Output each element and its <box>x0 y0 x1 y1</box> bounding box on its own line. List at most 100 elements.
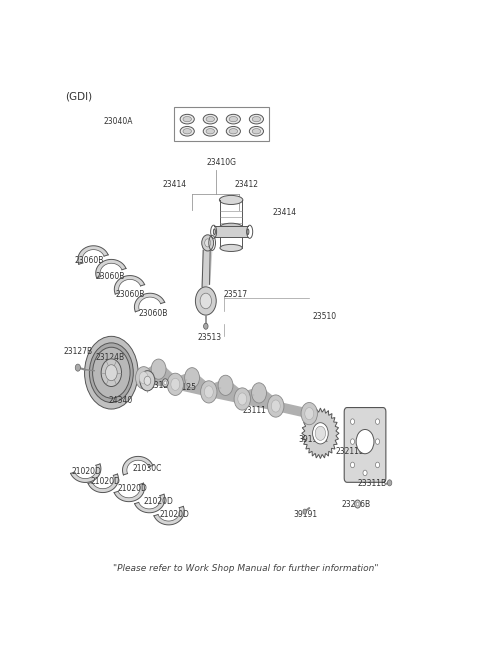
Ellipse shape <box>206 129 215 134</box>
Polygon shape <box>202 243 212 287</box>
Text: 23410G: 23410G <box>207 157 237 167</box>
Text: 23226B: 23226B <box>342 499 371 508</box>
Circle shape <box>185 367 200 388</box>
Polygon shape <box>96 259 126 278</box>
Ellipse shape <box>249 114 264 124</box>
Polygon shape <box>78 246 108 264</box>
Ellipse shape <box>229 117 238 122</box>
Ellipse shape <box>183 117 192 122</box>
Ellipse shape <box>219 223 243 232</box>
Text: 21020D: 21020D <box>160 510 190 519</box>
Circle shape <box>171 379 180 390</box>
Text: 23127B: 23127B <box>64 347 93 356</box>
Ellipse shape <box>252 117 261 122</box>
Bar <box>174 107 269 141</box>
Circle shape <box>375 439 380 444</box>
Circle shape <box>363 470 367 476</box>
Circle shape <box>164 381 167 384</box>
Text: 39190A: 39190A <box>298 436 327 444</box>
Ellipse shape <box>247 229 249 235</box>
Circle shape <box>234 388 251 410</box>
Ellipse shape <box>180 127 194 136</box>
Circle shape <box>350 462 355 468</box>
Text: 23060B: 23060B <box>75 256 104 265</box>
Polygon shape <box>134 494 165 513</box>
Text: 23124B: 23124B <box>96 353 124 362</box>
Ellipse shape <box>226 114 240 124</box>
Ellipse shape <box>213 229 216 235</box>
Text: (GDI): (GDI) <box>66 91 93 101</box>
Circle shape <box>93 347 130 398</box>
Circle shape <box>135 367 152 389</box>
Text: 23111: 23111 <box>242 406 266 415</box>
Ellipse shape <box>183 129 192 134</box>
Text: 23060B: 23060B <box>138 309 168 318</box>
Text: "Please refer to Work Shop Manual for further information": "Please refer to Work Shop Manual for fu… <box>113 564 379 573</box>
Ellipse shape <box>229 129 238 134</box>
Circle shape <box>106 365 117 380</box>
Circle shape <box>356 430 374 454</box>
Text: 23510: 23510 <box>313 312 337 321</box>
Circle shape <box>303 509 307 514</box>
Circle shape <box>204 239 211 247</box>
Circle shape <box>84 337 138 409</box>
Circle shape <box>312 422 328 444</box>
Text: 24340: 24340 <box>108 396 132 405</box>
Text: 21020D: 21020D <box>118 484 147 493</box>
Text: 23060B: 23060B <box>96 272 125 281</box>
Polygon shape <box>114 276 144 294</box>
Circle shape <box>350 439 355 444</box>
Text: 21020D: 21020D <box>144 497 174 506</box>
Circle shape <box>218 375 233 396</box>
Text: 23412: 23412 <box>235 180 259 190</box>
Ellipse shape <box>203 127 217 136</box>
Polygon shape <box>302 408 339 459</box>
Bar <box>215 226 248 237</box>
Text: 23414: 23414 <box>272 208 296 217</box>
Ellipse shape <box>226 127 240 136</box>
Polygon shape <box>154 506 184 525</box>
Circle shape <box>301 403 317 424</box>
Circle shape <box>151 359 166 379</box>
Circle shape <box>140 371 155 391</box>
Circle shape <box>89 343 133 403</box>
Polygon shape <box>88 474 119 493</box>
Circle shape <box>252 383 266 403</box>
FancyBboxPatch shape <box>344 407 386 482</box>
Text: 23120: 23120 <box>149 381 173 390</box>
Circle shape <box>162 379 168 387</box>
Circle shape <box>305 407 314 420</box>
Circle shape <box>195 287 216 315</box>
Circle shape <box>144 377 151 385</box>
Circle shape <box>350 419 355 424</box>
Circle shape <box>356 502 359 506</box>
Circle shape <box>204 386 213 398</box>
Ellipse shape <box>219 195 243 205</box>
Ellipse shape <box>249 127 264 136</box>
Text: 23040A: 23040A <box>103 117 132 126</box>
Polygon shape <box>71 464 101 482</box>
Circle shape <box>202 235 214 251</box>
Circle shape <box>139 372 148 384</box>
Circle shape <box>101 359 121 386</box>
Text: 23517: 23517 <box>224 291 248 299</box>
Polygon shape <box>134 293 165 312</box>
Text: 21020D: 21020D <box>91 478 121 486</box>
Circle shape <box>315 426 325 440</box>
Ellipse shape <box>220 245 242 251</box>
Text: 21030C: 21030C <box>133 464 162 473</box>
Circle shape <box>75 364 81 371</box>
Text: 23125: 23125 <box>173 383 197 392</box>
Circle shape <box>375 419 380 424</box>
Ellipse shape <box>252 129 261 134</box>
Circle shape <box>238 393 247 405</box>
Circle shape <box>204 323 208 329</box>
Text: 23060B: 23060B <box>115 291 144 299</box>
Polygon shape <box>114 483 144 502</box>
Ellipse shape <box>180 114 194 124</box>
Text: 23414: 23414 <box>162 180 186 190</box>
Text: 23211B: 23211B <box>335 447 364 456</box>
Circle shape <box>387 480 392 486</box>
Polygon shape <box>122 457 153 475</box>
Text: 23311B: 23311B <box>358 480 387 488</box>
